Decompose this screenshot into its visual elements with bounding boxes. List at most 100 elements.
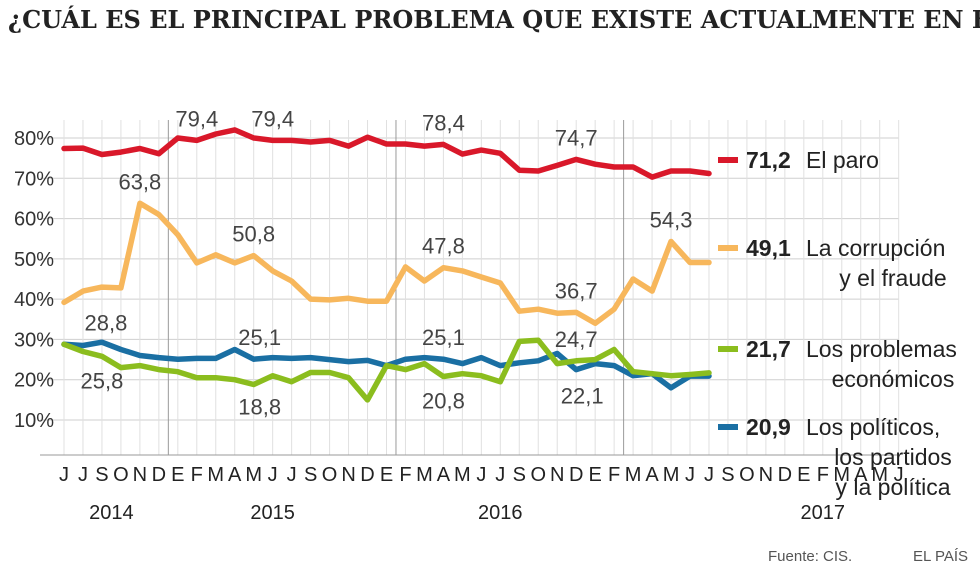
data-label: 20,8 bbox=[422, 388, 465, 413]
x-tick-label: E bbox=[171, 464, 184, 486]
data-label: 54,3 bbox=[650, 208, 693, 233]
x-tick-label: A bbox=[645, 464, 659, 486]
data-labels: 79,4 79,4 78,4 74,7 63,8 50,8 47,8 36,7 54,3 28,8… bbox=[81, 106, 693, 419]
x-tick-label: D bbox=[360, 464, 374, 486]
data-label: 22,1 bbox=[561, 383, 604, 408]
legend-label: los partidos bbox=[834, 444, 952, 470]
legend-label: económicos bbox=[832, 366, 955, 392]
x-tick-label: M bbox=[663, 464, 680, 486]
x-tick-label: D bbox=[569, 464, 583, 486]
year-label: 2014 bbox=[89, 502, 134, 524]
series-line-1 bbox=[61, 200, 712, 327]
x-tick-label: E bbox=[588, 464, 601, 486]
data-label: 78,4 bbox=[422, 110, 465, 135]
x-tick-label: O bbox=[322, 464, 338, 486]
data-label: 79,4 bbox=[251, 106, 294, 131]
year-label: 2017 bbox=[801, 502, 846, 524]
data-label: 25,1 bbox=[422, 325, 465, 350]
x-tick-label: F bbox=[817, 464, 829, 486]
data-label: 74,7 bbox=[555, 125, 598, 150]
x-tick-label: F bbox=[608, 464, 620, 486]
legend-value: 21,7 bbox=[746, 336, 791, 362]
data-label: 25,8 bbox=[81, 368, 124, 393]
legend-value: 20,9 bbox=[746, 414, 791, 440]
x-tick-label: M bbox=[416, 464, 433, 486]
series-line-2 bbox=[61, 337, 712, 403]
x-tick-label: A bbox=[228, 464, 242, 486]
series-lines bbox=[61, 127, 712, 403]
x-tick-label: J bbox=[704, 464, 714, 486]
legend-label: La corrupción bbox=[806, 235, 945, 261]
legend-label: Los problemas bbox=[806, 336, 957, 362]
legend-label: y el fraude bbox=[839, 265, 946, 291]
data-label: 24,7 bbox=[555, 327, 598, 352]
data-label: 28,8 bbox=[85, 310, 128, 335]
x-tick-label: A bbox=[854, 464, 868, 486]
y-tick-label: 60% bbox=[14, 209, 54, 231]
x-tick-label: J bbox=[268, 464, 278, 486]
year-label: 2015 bbox=[250, 502, 295, 524]
x-tick-label: M bbox=[625, 464, 642, 486]
x-tick-label: N bbox=[759, 464, 773, 486]
y-tick-label: 50% bbox=[14, 249, 54, 271]
x-tick-label: M bbox=[207, 464, 224, 486]
x-tick-label: J bbox=[78, 464, 88, 486]
x-tick-label: F bbox=[399, 464, 411, 486]
x-tick-label: N bbox=[341, 464, 355, 486]
legend-value: 71,2 bbox=[746, 147, 791, 173]
x-tick-label: D bbox=[778, 464, 792, 486]
legend: 71,2 El paro 49,1 La corrupción y el fraude 2… bbox=[718, 147, 957, 500]
legend-label: y la política bbox=[835, 474, 950, 500]
x-tick-label: M bbox=[454, 464, 471, 486]
x-tick-label: E bbox=[797, 464, 810, 486]
y-tick-label: 40% bbox=[14, 289, 54, 311]
data-label: 50,8 bbox=[232, 222, 275, 247]
x-tick-label: S bbox=[721, 464, 734, 486]
x-tick-label: F bbox=[191, 464, 203, 486]
x-tick-label: J bbox=[894, 464, 904, 486]
x-tick-label: J bbox=[685, 464, 695, 486]
y-tick-label: 30% bbox=[14, 329, 54, 351]
x-tick-label: M bbox=[871, 464, 888, 486]
data-label: 25,1 bbox=[238, 325, 281, 350]
x-tick-label: S bbox=[95, 464, 108, 486]
year-label: 2016 bbox=[478, 502, 523, 524]
x-tick-label: J bbox=[59, 464, 69, 486]
x-tick-label: J bbox=[476, 464, 486, 486]
x-tick-label: A bbox=[437, 464, 451, 486]
x-tick-label: S bbox=[304, 464, 317, 486]
data-label: 18,8 bbox=[238, 395, 281, 420]
grid bbox=[40, 120, 900, 456]
data-label: 36,7 bbox=[555, 278, 598, 303]
x-tick-label: N bbox=[133, 464, 147, 486]
x-tick-label: M bbox=[245, 464, 262, 486]
y-tick-label: 80% bbox=[14, 128, 54, 150]
y-axis-ticks: 10% 20% 30% 40% 50% 60% 70% 80% bbox=[14, 128, 54, 432]
x-tick-label: O bbox=[113, 464, 129, 486]
data-label: 47,8 bbox=[422, 234, 465, 259]
x-tick-label: M bbox=[833, 464, 850, 486]
source-note: Fuente: CIS. bbox=[768, 548, 852, 565]
x-tick-label: O bbox=[530, 464, 546, 486]
x-tick-label: J bbox=[287, 464, 297, 486]
legend-label: Los políticos, bbox=[806, 414, 940, 440]
year-labels: 2014 2015 2016 2017 bbox=[89, 502, 845, 524]
series-line-0 bbox=[61, 127, 712, 180]
x-tick-label: O bbox=[739, 464, 755, 486]
legend-value: 49,1 bbox=[746, 235, 791, 261]
data-label: 79,4 bbox=[175, 106, 218, 131]
x-tick-label: D bbox=[152, 464, 166, 486]
y-tick-label: 20% bbox=[14, 370, 54, 392]
brand-logo: EL PAÍS bbox=[913, 548, 968, 565]
y-tick-label: 10% bbox=[14, 410, 54, 432]
x-tick-label: E bbox=[380, 464, 393, 486]
y-tick-label: 70% bbox=[14, 168, 54, 190]
legend-label: El paro bbox=[806, 147, 879, 173]
chart-title: ¿CUÁL ES EL PRINCIPAL PROBLEMA QUE EXIST… bbox=[8, 5, 980, 34]
x-tick-label: N bbox=[550, 464, 564, 486]
x-tick-label: S bbox=[513, 464, 526, 486]
x-tick-label: J bbox=[495, 464, 505, 486]
data-label: 63,8 bbox=[118, 169, 161, 194]
